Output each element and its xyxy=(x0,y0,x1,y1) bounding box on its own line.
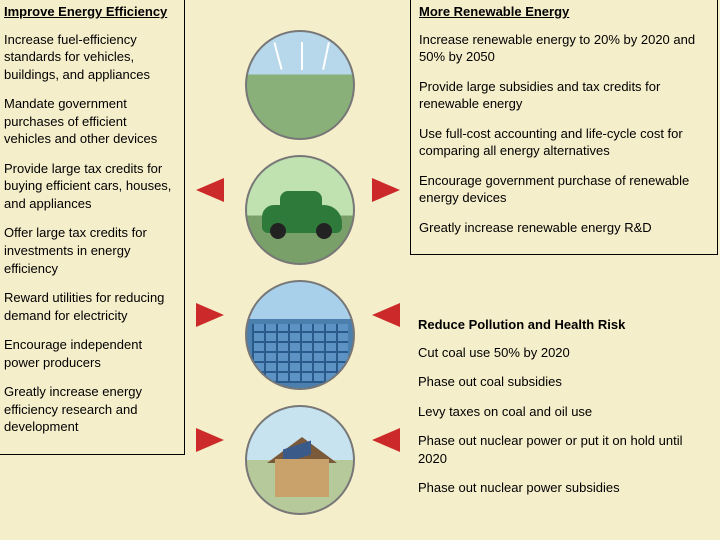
right1-item: Encourage government purchase of renewab… xyxy=(419,172,709,207)
right-panel-renewable: More Renewable Energy Increase renewable… xyxy=(410,0,718,255)
right2-item: Phase out nuclear power or put it on hol… xyxy=(418,432,710,467)
center-images xyxy=(225,30,375,530)
right2-item: Phase out coal subsidies xyxy=(418,373,710,391)
arrow-icon xyxy=(196,178,224,202)
wind-turbines-icon xyxy=(245,30,355,140)
left-heading: Improve Energy Efficiency xyxy=(4,3,176,21)
arrow-icon xyxy=(372,428,400,452)
right-panel-pollution: Reduce Pollution and Health Risk Cut coa… xyxy=(410,310,718,515)
left-item: Reward utilities for reducing demand for… xyxy=(4,289,176,324)
left-item: Offer large tax credits for investments … xyxy=(4,224,176,277)
right1-item: Provide large subsidies and tax credits … xyxy=(419,78,709,113)
arrow-icon xyxy=(372,303,400,327)
right2-heading: Reduce Pollution and Health Risk xyxy=(418,316,710,334)
left-panel: Improve Energy Efficiency Increase fuel-… xyxy=(0,0,185,455)
arrow-icon xyxy=(196,303,224,327)
left-item: Mandate government purchases of efficien… xyxy=(4,95,176,148)
arrow-icon xyxy=(372,178,400,202)
right1-item: Greatly increase renewable energy R&D xyxy=(419,219,709,237)
left-item: Provide large tax credits for buying eff… xyxy=(4,160,176,213)
green-car-icon xyxy=(245,155,355,265)
left-item: Increase fuel-efficiency standards for v… xyxy=(4,31,176,84)
left-item: Encourage independent power producers xyxy=(4,336,176,371)
right2-item: Levy taxes on coal and oil use xyxy=(418,403,710,421)
right1-item: Increase renewable energy to 20% by 2020… xyxy=(419,31,709,66)
right1-heading: More Renewable Energy xyxy=(419,3,709,21)
arrow-icon xyxy=(196,428,224,452)
solar-house-icon xyxy=(245,405,355,515)
right2-item: Phase out nuclear power subsidies xyxy=(418,479,710,497)
right2-item: Cut coal use 50% by 2020 xyxy=(418,344,710,362)
left-item: Greatly increase energy efficiency resea… xyxy=(4,383,176,436)
right1-item: Use full-cost accounting and life-cycle … xyxy=(419,125,709,160)
solar-farm-icon xyxy=(245,280,355,390)
